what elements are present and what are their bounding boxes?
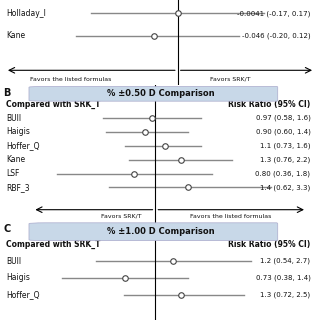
Text: BUII: BUII [6,257,21,266]
Text: Favors the listed formulas: Favors the listed formulas [190,214,271,219]
Text: 1.2 (0.54, 2.7): 1.2 (0.54, 2.7) [260,258,310,264]
Text: Haigis: Haigis [6,127,30,137]
Text: Favors the listed formulas: Favors the listed formulas [30,77,111,82]
Text: Hoffer_Q: Hoffer_Q [6,290,40,299]
Text: RBF_3: RBF_3 [6,183,30,192]
Text: Holladay_I: Holladay_I [6,9,46,18]
Text: Risk Ratio (95% CI): Risk Ratio (95% CI) [228,240,310,249]
Text: Haigis: Haigis [6,274,30,283]
Text: -0.046 (-0.20, 0.12): -0.046 (-0.20, 0.12) [242,32,310,39]
Text: 1.4 (0.62, 3.3): 1.4 (0.62, 3.3) [260,184,310,191]
Text: -0.0041 (-0.17, 0.17): -0.0041 (-0.17, 0.17) [237,10,310,17]
Text: Kane: Kane [6,155,26,164]
Text: 1.3 (0.72, 2.5): 1.3 (0.72, 2.5) [260,292,310,298]
Text: Favors SRK/T: Favors SRK/T [101,214,142,219]
Text: 0.73 (0.38, 1.4): 0.73 (0.38, 1.4) [256,275,310,281]
Text: Risk Ratio (95% CI): Risk Ratio (95% CI) [228,100,310,109]
Text: Favors SRK/T: Favors SRK/T [210,77,251,82]
Text: 1.1 (0.73, 1.6): 1.1 (0.73, 1.6) [260,143,310,149]
Text: B: B [3,88,11,98]
Text: C: C [3,224,11,234]
Text: % ±1.00 D Comparison: % ±1.00 D Comparison [107,227,215,236]
Text: 0.80 (0.36, 1.8): 0.80 (0.36, 1.8) [255,170,310,177]
Text: 1.3 (0.76, 2.2): 1.3 (0.76, 2.2) [260,156,310,163]
Text: BUII: BUII [6,114,21,123]
Text: Compared with SRK_T: Compared with SRK_T [6,240,101,249]
FancyBboxPatch shape [29,223,278,241]
Text: Hoffer_Q: Hoffer_Q [6,141,40,150]
Text: 0.97 (0.58, 1.6): 0.97 (0.58, 1.6) [256,115,310,121]
Text: LSF: LSF [6,169,20,178]
Text: Compared with SRK_T: Compared with SRK_T [6,100,101,109]
Text: 0.90 (0.60, 1.4): 0.90 (0.60, 1.4) [256,129,310,135]
Text: Kane: Kane [6,31,26,40]
Text: % ±0.50 D Comparison: % ±0.50 D Comparison [107,89,215,98]
FancyBboxPatch shape [29,86,278,101]
